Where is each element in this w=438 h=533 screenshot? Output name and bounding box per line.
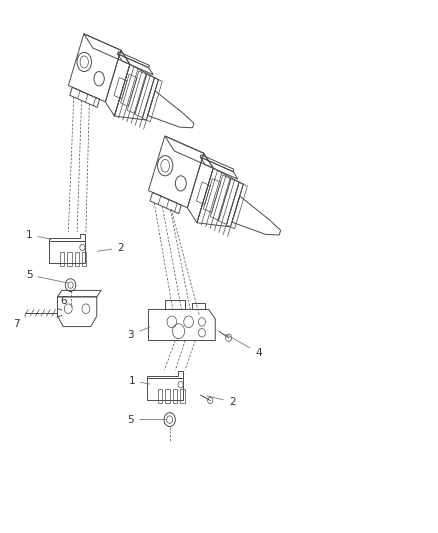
Text: 5: 5 bbox=[127, 415, 167, 425]
Text: 7: 7 bbox=[14, 317, 26, 329]
Text: 2: 2 bbox=[207, 396, 235, 407]
Text: 2: 2 bbox=[97, 243, 124, 253]
Text: 1: 1 bbox=[26, 230, 51, 240]
Text: 1: 1 bbox=[128, 376, 150, 386]
Text: 5: 5 bbox=[26, 270, 68, 283]
Text: 3: 3 bbox=[127, 327, 150, 340]
Text: 6: 6 bbox=[60, 296, 73, 306]
Text: 4: 4 bbox=[226, 334, 261, 358]
